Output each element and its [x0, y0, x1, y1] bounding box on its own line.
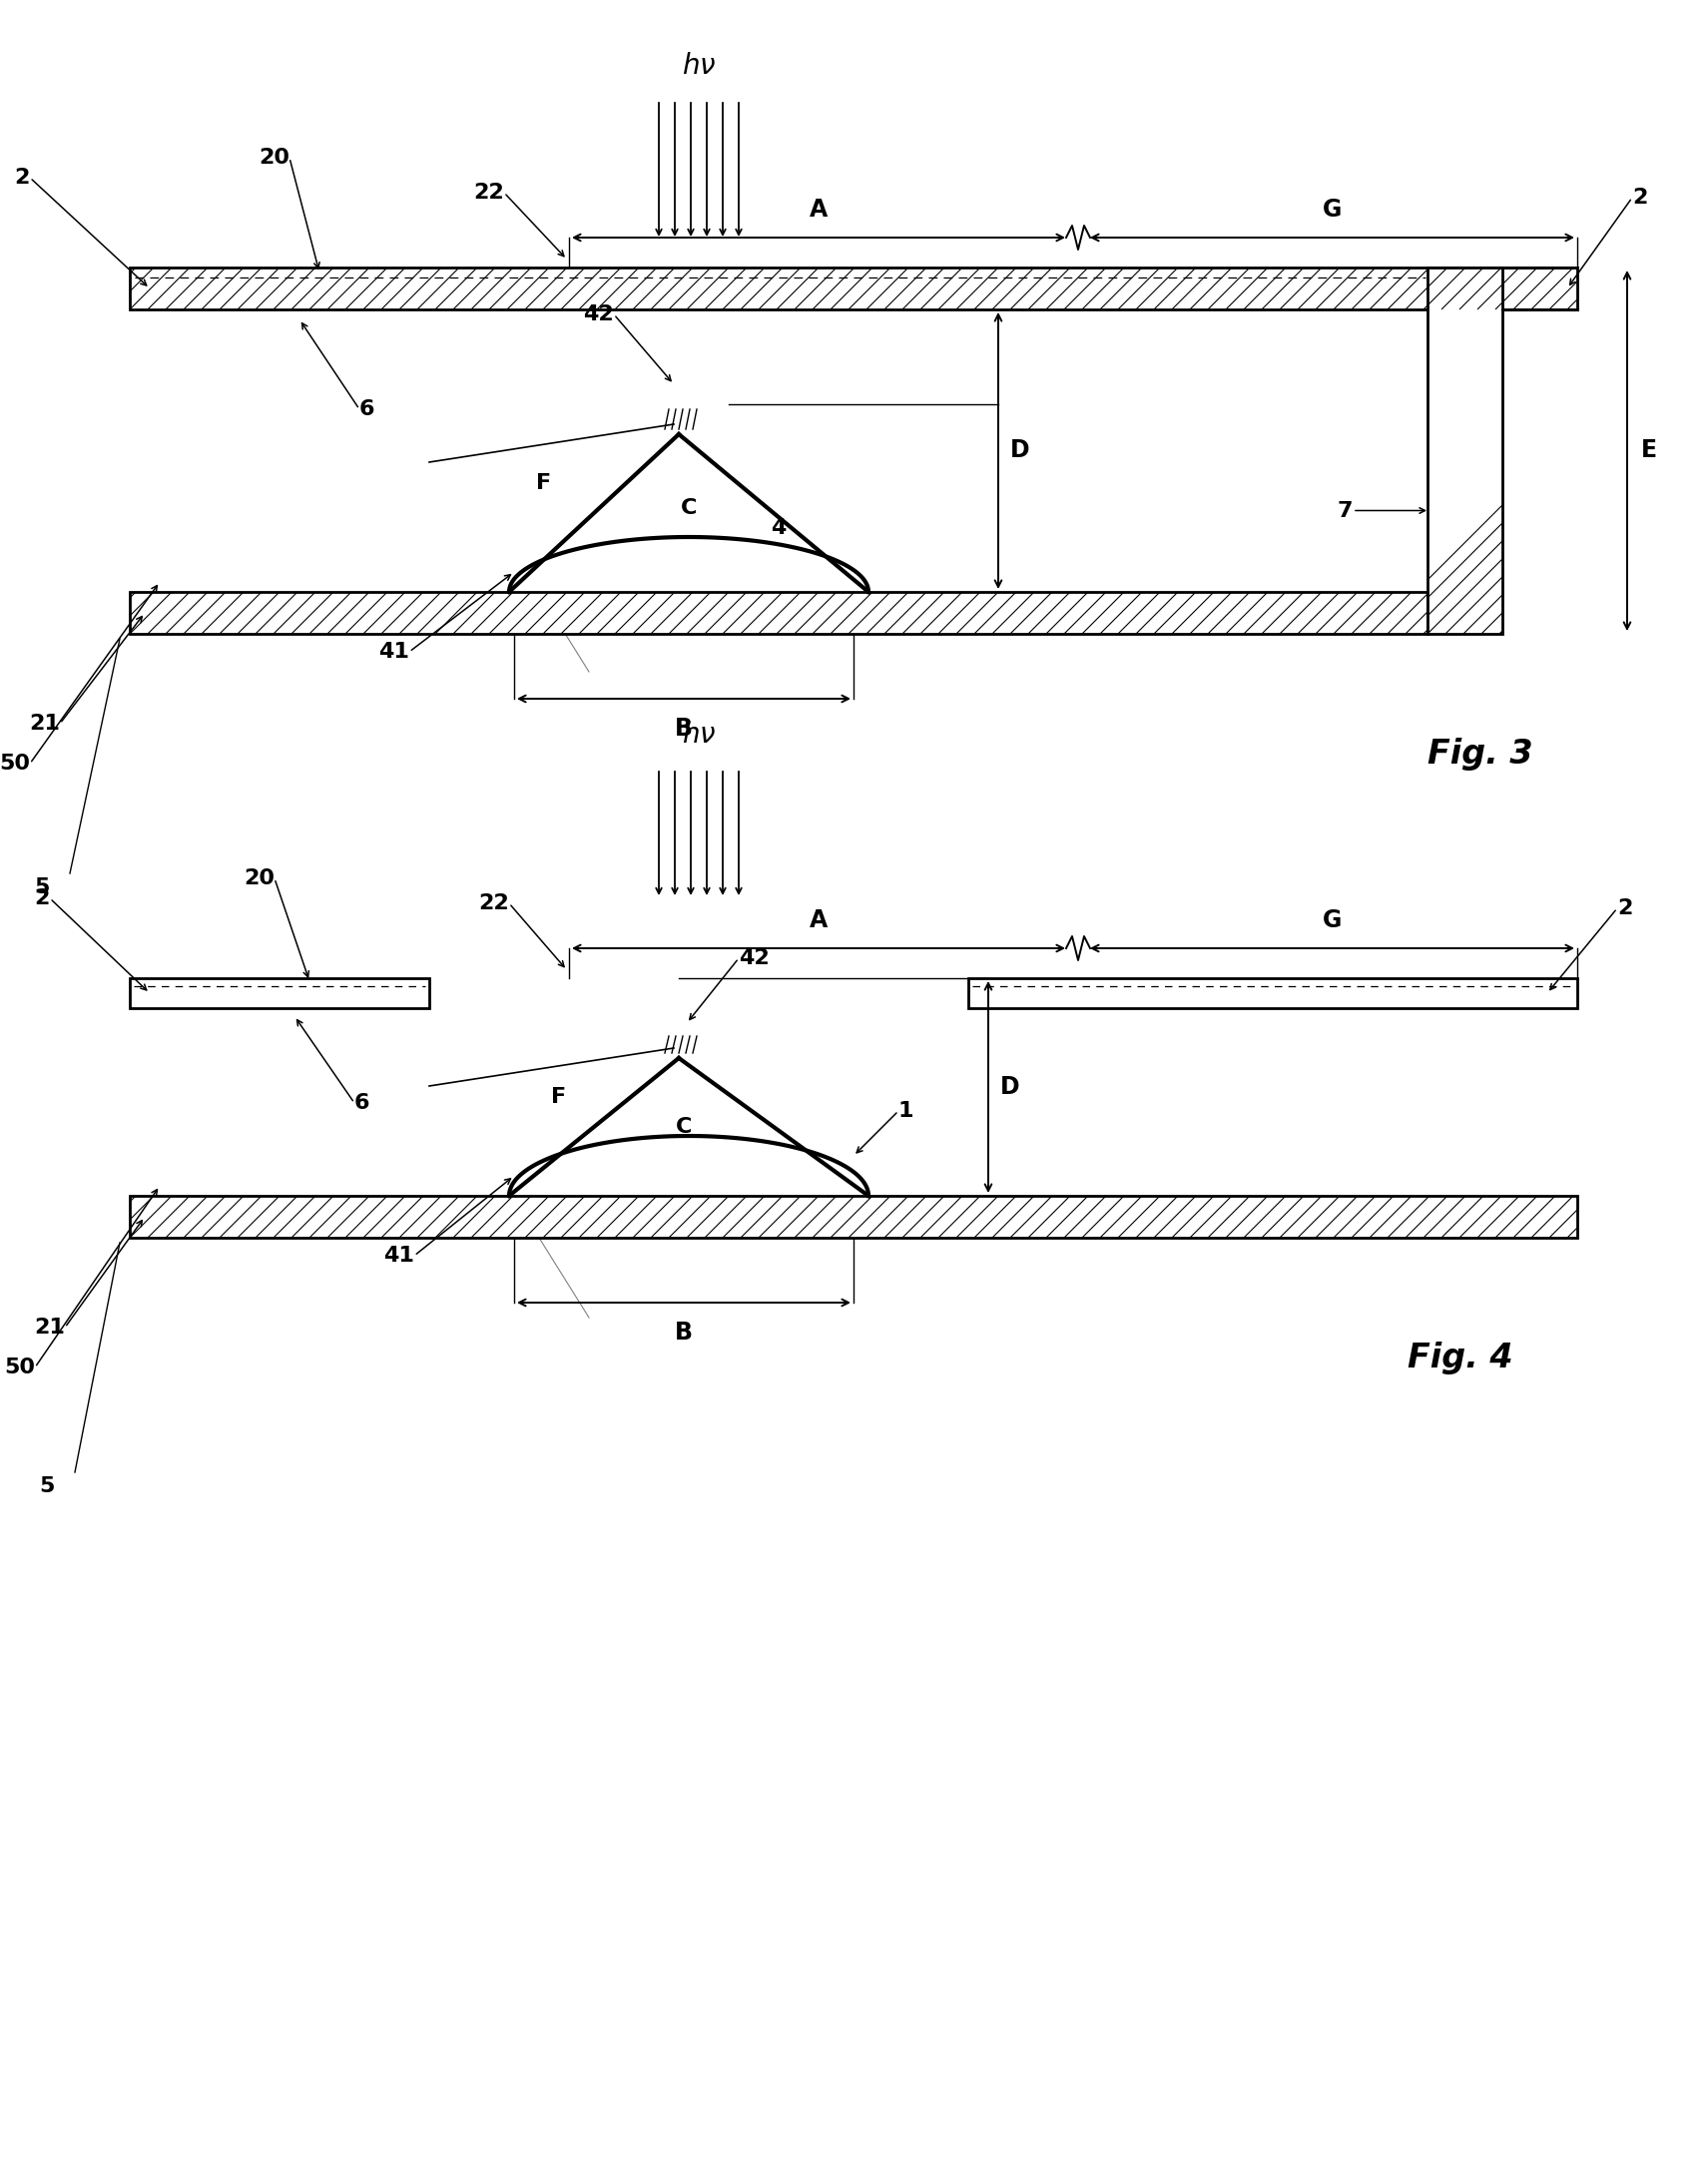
Text: A: A — [810, 198, 828, 222]
Text: A: A — [810, 907, 828, 931]
Text: 5: 5 — [39, 1475, 55, 1497]
Bar — [968, 979, 1576, 1007]
Text: 21: 21 — [34, 1319, 65, 1338]
Text: Fig. 4: Fig. 4 — [1407, 1343, 1513, 1375]
Text: 1: 1 — [898, 1101, 914, 1121]
Text: 2: 2 — [1617, 899, 1633, 918]
Text: $h\nu$: $h\nu$ — [681, 720, 716, 749]
Text: C: C — [676, 1116, 692, 1136]
Text: 50: 50 — [0, 753, 31, 775]
Text: 41: 41 — [379, 642, 410, 662]
Text: 20: 20 — [244, 868, 275, 888]
Bar — [1428, 268, 1503, 633]
Bar — [130, 592, 1428, 633]
Text: D: D — [1009, 440, 1030, 463]
Bar — [130, 268, 1576, 309]
Text: 50: 50 — [3, 1358, 34, 1377]
Text: 6: 6 — [359, 398, 374, 420]
Text: 42: 42 — [738, 949, 769, 968]
Text: 21: 21 — [29, 714, 60, 733]
Text: 42: 42 — [582, 305, 613, 324]
Text: 2: 2 — [34, 888, 50, 907]
Text: 22: 22 — [473, 183, 504, 202]
Text: G: G — [1322, 907, 1342, 931]
Text: E: E — [1641, 440, 1657, 463]
Text: D: D — [1001, 1075, 1020, 1099]
Text: $h\nu$: $h\nu$ — [681, 52, 716, 81]
Text: 41: 41 — [384, 1245, 415, 1266]
Text: G: G — [1322, 198, 1342, 222]
Text: 7: 7 — [1337, 500, 1353, 520]
Text: 2: 2 — [1633, 187, 1648, 207]
Text: B: B — [675, 1321, 693, 1345]
Text: 20: 20 — [258, 148, 289, 168]
Bar — [130, 979, 429, 1007]
Text: 4: 4 — [770, 518, 786, 537]
Text: 2: 2 — [15, 168, 31, 187]
Bar — [130, 1197, 1576, 1238]
Text: 22: 22 — [478, 894, 509, 914]
Text: Fig. 3: Fig. 3 — [1428, 738, 1534, 770]
Text: 6: 6 — [354, 1092, 371, 1112]
Text: F: F — [536, 472, 552, 494]
Text: C: C — [680, 498, 697, 518]
Text: F: F — [552, 1088, 567, 1108]
Text: B: B — [675, 716, 693, 740]
Text: 5: 5 — [34, 877, 50, 897]
